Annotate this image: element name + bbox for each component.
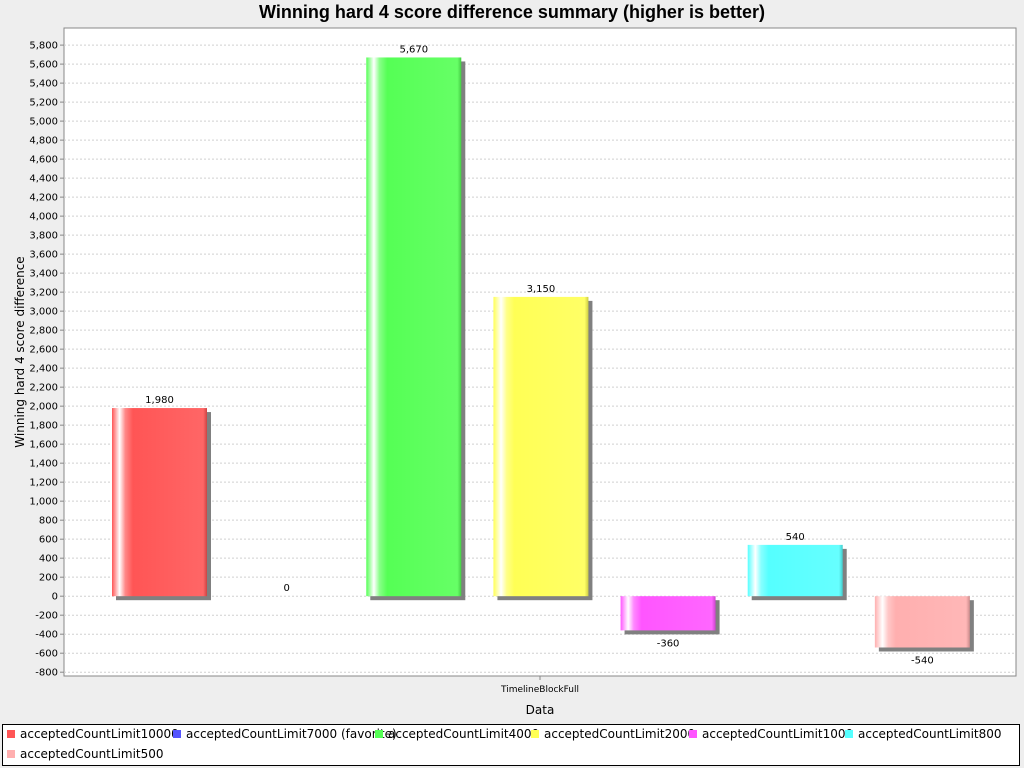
chart-title: Winning hard 4 score difference summary …	[259, 2, 765, 22]
legend-label: acceptedCountLimit7000 (favorite)	[186, 727, 397, 741]
y-tick-label: -600	[35, 649, 58, 660]
y-tick-label: 5,800	[29, 41, 58, 52]
y-tick-label: 4,400	[29, 174, 58, 185]
y-tick-label: 3,400	[29, 269, 58, 280]
y-tick-label: 0	[52, 592, 58, 603]
bar	[112, 408, 207, 597]
y-tick-label: 800	[39, 516, 58, 527]
y-tick-label: 1,400	[29, 459, 58, 470]
y-tick-label: 5,400	[29, 79, 58, 90]
legend-swatch	[173, 730, 181, 738]
y-tick-label: 2,800	[29, 326, 58, 337]
data-label: -360	[657, 638, 680, 649]
legend-label: acceptedCountLimit2000	[544, 727, 696, 741]
y-tick-label: 3,600	[29, 250, 58, 261]
legend-item: acceptedCountLimit4000	[375, 727, 539, 741]
y-tick-label: 200	[39, 573, 58, 584]
legend-label: acceptedCountLimit4000	[388, 727, 540, 741]
legend-item: acceptedCountLimit800	[845, 727, 1002, 741]
y-tick-label: 5,000	[29, 117, 58, 128]
legend-item: acceptedCountLimit2000	[531, 727, 695, 741]
data-label: 0	[283, 583, 289, 594]
bar	[366, 57, 462, 597]
x-category-label: TimelineBlockFull	[500, 685, 579, 695]
legend-swatch	[7, 750, 15, 758]
chart-area: -800 -600 -400 -200 0 200 400 600 800 1,000 1,200 1…	[13, 27, 1017, 717]
y-tick-label: -800	[35, 668, 58, 679]
y-tick-label: 4,200	[29, 193, 58, 204]
legend: acceptedCountLimit10000 acceptedCountLimi…	[2, 724, 1020, 766]
y-tick-label: 5,200	[29, 98, 58, 109]
legend-swatch	[7, 730, 15, 738]
legend-swatch	[375, 730, 383, 738]
y-tick-label: 3,000	[29, 307, 58, 318]
bar	[874, 596, 970, 648]
y-tick-label: -400	[35, 630, 58, 641]
y-tick-label: 1,200	[29, 478, 58, 489]
legend-swatch	[845, 730, 853, 738]
data-label: 3,150	[527, 284, 556, 295]
y-tick-label: -200	[35, 611, 58, 622]
y-tick-label: 2,200	[29, 383, 58, 394]
data-label: 540	[786, 532, 805, 543]
y-tick-label: 3,200	[29, 288, 58, 299]
y-axis-label: Winning hard 4 score difference	[13, 256, 27, 447]
bar	[493, 296, 589, 597]
bar	[620, 596, 716, 631]
data-label: 1,980	[145, 395, 174, 406]
legend-item: acceptedCountLimit1000	[689, 727, 853, 741]
y-tick-label: 1,600	[29, 440, 58, 451]
data-label: -540	[911, 655, 934, 666]
y-tick-label: 2,400	[29, 364, 58, 375]
y-tick-label: 3,800	[29, 231, 58, 242]
legend-item: acceptedCountLimit10000	[7, 727, 179, 741]
legend-item: acceptedCountLimit7000 (favorite)	[173, 727, 397, 741]
y-tick-label: 5,600	[29, 60, 58, 71]
legend-swatch	[689, 730, 697, 738]
y-tick-label: 4,000	[29, 212, 58, 223]
legend-label: acceptedCountLimit10000	[20, 727, 179, 741]
legend-label: acceptedCountLimit800	[858, 727, 1002, 741]
y-tick-label: 400	[39, 554, 58, 565]
x-axis-label: Data	[526, 703, 555, 717]
y-tick-label: 1,800	[29, 421, 58, 432]
bar	[747, 544, 843, 597]
y-tick-label: 600	[39, 535, 58, 546]
y-tick-label: 4,600	[29, 155, 58, 166]
legend-swatch	[531, 730, 539, 738]
data-label: 5,670	[399, 44, 428, 55]
y-tick-label: 2,600	[29, 345, 58, 356]
legend-label: acceptedCountLimit500	[20, 747, 164, 761]
y-tick-label: 2,000	[29, 402, 58, 413]
legend-label: acceptedCountLimit1000	[702, 727, 854, 741]
y-tick-label: 4,800	[29, 136, 58, 147]
y-tick-label: 1,000	[29, 497, 58, 508]
legend-item: acceptedCountLimit500	[7, 747, 164, 761]
